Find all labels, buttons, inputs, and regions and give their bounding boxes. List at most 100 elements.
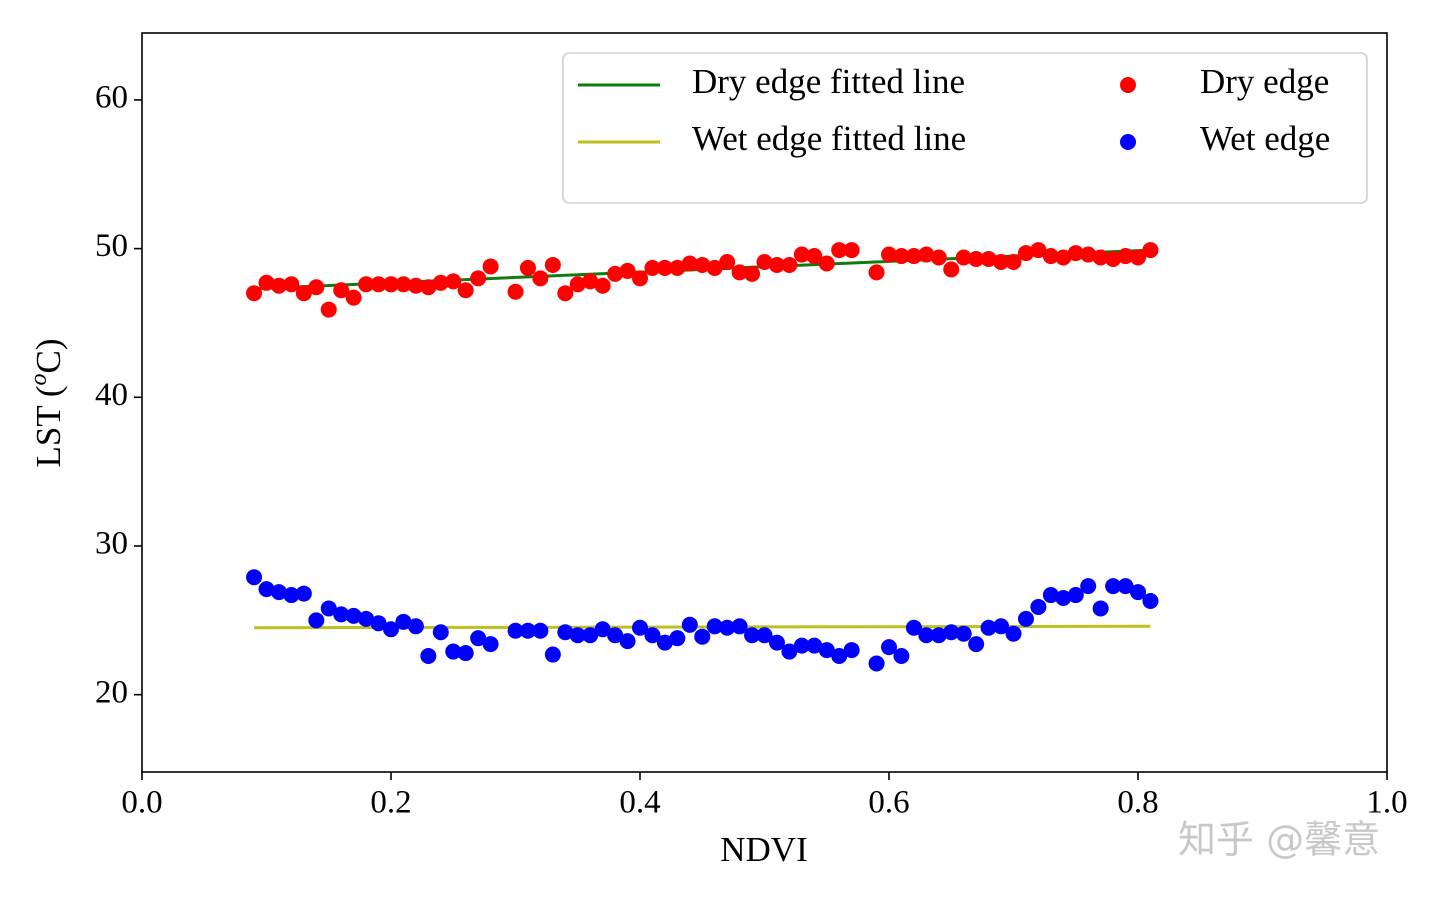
scatter-point: [1105, 251, 1122, 268]
scatter-point: [258, 581, 275, 598]
scatter-point: [308, 279, 325, 296]
scatter-point: [1005, 253, 1022, 270]
scatter-point: [395, 613, 412, 630]
scatter-point: [694, 628, 711, 645]
scatter-point: [1067, 587, 1084, 604]
scatter-point: [482, 258, 499, 275]
scatter-point: [806, 637, 823, 654]
y-axis-label: LST (oC): [26, 339, 69, 468]
scatter-point: [1080, 578, 1097, 595]
scatter-point: [582, 273, 599, 290]
y-axis-label-superscript: o: [26, 374, 52, 386]
scatter-point: [383, 276, 399, 293]
y-tick-label: 20: [95, 674, 128, 710]
x-axis-label: NDVI: [720, 830, 807, 869]
scatter-point: [930, 249, 947, 266]
scatter-point: [258, 274, 275, 291]
scatter-point: [1117, 248, 1134, 265]
scatter-point: [731, 618, 748, 635]
scatter-point: [544, 646, 561, 663]
y-tick-label: 50: [95, 228, 128, 264]
scatter-point: [1130, 584, 1146, 601]
x-tick-label: 0.0: [121, 785, 162, 821]
x-tick-label: 1.0: [1366, 785, 1407, 821]
scatter-point: [793, 246, 810, 263]
scatter-point: [744, 265, 761, 282]
scatter-point: [831, 242, 848, 259]
scatter-point: [918, 627, 935, 644]
legend-box: [562, 52, 1368, 204]
scatter-point: [756, 627, 773, 644]
scatter-point: [445, 643, 462, 660]
scatter-point: [1142, 593, 1159, 610]
scatter-point: [768, 634, 785, 651]
scatter-point: [918, 246, 935, 263]
scatter-point: [1017, 245, 1034, 262]
scatter-point: [955, 625, 972, 642]
scatter-point: [905, 248, 922, 265]
scatter-point: [706, 618, 723, 635]
watermark: 知乎 @馨意: [1178, 818, 1380, 862]
scatter-point: [793, 637, 810, 654]
legend-label: Wet edge fitted line: [692, 119, 966, 158]
x-tick-label: 0.4: [619, 785, 660, 821]
scatter-point: [1092, 249, 1109, 266]
scatter-point: [457, 645, 474, 662]
scatter-point: [1080, 246, 1097, 263]
scatter-point: [881, 639, 897, 656]
scatter-point: [407, 618, 424, 635]
scatter-point: [270, 584, 287, 601]
scatter-point: [1005, 625, 1022, 642]
scatter-point: [930, 627, 947, 644]
scatter-point: [507, 622, 524, 639]
scatter-point: [619, 633, 636, 650]
scatter-point: [1067, 245, 1084, 262]
scatter-point: [594, 621, 611, 638]
scatter-point: [532, 270, 549, 287]
scatter-point: [893, 248, 910, 265]
scatter-point: [432, 274, 449, 291]
x-tick-label: 0.2: [370, 785, 411, 821]
scatter-point: [507, 283, 524, 300]
scatter-point: [619, 262, 636, 279]
scatter-point: [1042, 587, 1059, 604]
scatter-point: [582, 627, 599, 644]
scatter-point: [818, 642, 835, 659]
scatter-point: [993, 618, 1010, 635]
scatter-point: [905, 619, 922, 636]
scatter-point: [333, 606, 350, 623]
scatter-point: [893, 648, 910, 665]
scatter-point: [295, 585, 312, 602]
scatter-point: [283, 587, 300, 604]
scatter-point: [532, 622, 549, 639]
scatter-point: [557, 285, 574, 302]
scatter-point: [445, 273, 462, 290]
scatter-point: [557, 624, 574, 641]
scatter-point: [1042, 248, 1059, 265]
scatter-point: [943, 624, 960, 641]
scatter-point: [756, 253, 773, 270]
scatter-point: [632, 270, 648, 287]
scatter-point: [1105, 578, 1122, 595]
x-tick-label: 0.6: [868, 785, 909, 821]
scatter-point: [407, 277, 424, 294]
scatter-point: [632, 619, 648, 636]
plot-area: [246, 242, 1159, 672]
scatter-point: [333, 282, 350, 299]
y-tick-label: 60: [95, 79, 128, 115]
scatter-point: [457, 282, 474, 299]
scatter-point: [432, 624, 449, 641]
scatter-point: [868, 264, 885, 281]
scatter-point: [383, 621, 399, 638]
scatter-point: [607, 265, 624, 282]
scatter-point: [1142, 242, 1159, 259]
scatter-point: [283, 276, 300, 293]
scatter-point: [868, 655, 885, 672]
scatter-point: [768, 256, 785, 273]
scatter-point: [656, 259, 673, 276]
scatter-point: [470, 630, 487, 647]
scatter-point: [980, 619, 997, 636]
scatter-point: [656, 634, 673, 651]
